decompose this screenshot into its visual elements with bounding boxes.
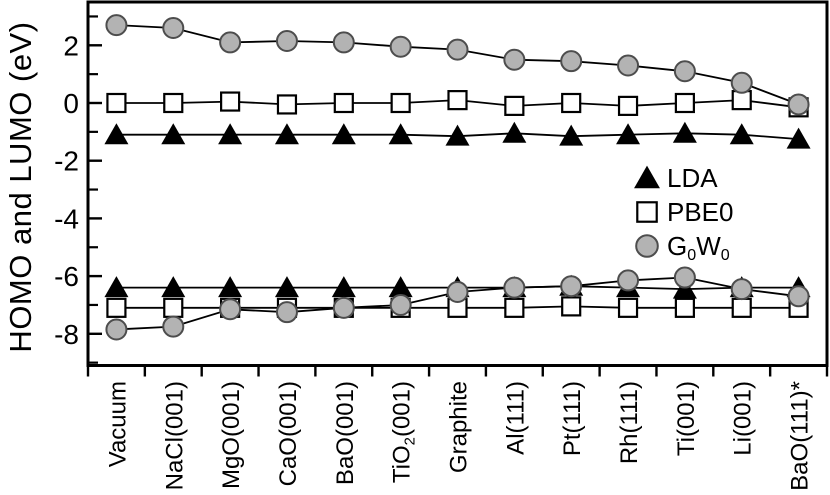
circle-marker	[560, 50, 583, 73]
square-marker	[106, 297, 127, 318]
circle-marker	[219, 31, 242, 54]
triangle-marker	[559, 124, 584, 146]
x-category-label: MgO(001)	[218, 381, 245, 489]
triangle-marker	[786, 127, 811, 149]
triangle-marker	[161, 276, 186, 298]
triangle-marker	[274, 276, 299, 298]
circle-marker	[275, 301, 298, 324]
y-tick-label: 0	[63, 88, 79, 119]
circle-marker	[787, 93, 810, 116]
triangle-marker	[218, 276, 243, 298]
x-category-label: Ti(001)	[673, 381, 700, 456]
x-category-label: Rh(111)	[616, 381, 643, 464]
x-category-label: Vacuum	[104, 381, 131, 467]
legend-label: LDA	[667, 163, 718, 193]
square-marker	[390, 92, 411, 114]
square-marker	[674, 297, 695, 318]
y-tick-label: -8	[54, 319, 79, 350]
y-tick-label: -4	[54, 203, 79, 234]
x-category-label: NaCl(001)	[161, 381, 188, 490]
triangle-marker	[672, 121, 697, 143]
triangle-marker	[331, 276, 356, 298]
circle-marker	[617, 54, 640, 77]
x-category-label: Al(111)	[502, 381, 529, 455]
circle-marker	[503, 276, 526, 299]
legend-label: PBE0	[667, 197, 734, 227]
circle-marker	[787, 285, 810, 308]
y-tick-label: 2	[63, 30, 79, 61]
triangle-marker	[616, 123, 641, 145]
triangle-marker	[161, 123, 186, 145]
y-axis: 2 0 -2 -4 -6 -8	[54, 15, 102, 364]
circle-marker	[673, 266, 696, 289]
square-marker	[561, 92, 582, 114]
circle-marker	[105, 14, 128, 37]
plot-frame-rect	[86, 0, 829, 367]
x-category-label: Li(001)	[730, 381, 757, 456]
circle-marker	[332, 296, 355, 319]
x-category-label: BaO(111)*	[787, 381, 814, 491]
x-category-label: BaO(001)	[332, 381, 359, 485]
circle-marker	[730, 71, 753, 94]
circle-marker	[503, 48, 526, 71]
circle-marker	[446, 280, 469, 303]
x-axis: Vacuum NaCl(001) MgO(001) CaO(001) BaO(001) T…	[86, 365, 829, 491]
triangle-marker	[274, 123, 299, 145]
y-axis-title: HOMO and LUMO (eV)	[3, 21, 38, 352]
square-marker	[447, 90, 468, 111]
y-tick-label: -2	[54, 146, 79, 177]
square-marker	[333, 92, 354, 114]
triangle-marker	[104, 123, 129, 145]
square-marker	[163, 297, 184, 318]
legend-label: G0W0	[667, 231, 730, 264]
circle-marker	[332, 31, 355, 54]
triangle-marker	[218, 123, 243, 145]
triangle-marker	[331, 123, 356, 145]
square-marker	[220, 91, 241, 112]
square-marker	[617, 95, 639, 116]
square-marker	[617, 297, 639, 318]
circle-marker	[446, 38, 469, 61]
square-marker	[674, 92, 695, 114]
triangle-marker	[634, 165, 660, 189]
circle-marker	[617, 269, 640, 292]
square-marker	[731, 90, 752, 111]
square-marker	[731, 297, 752, 318]
square-marker	[504, 297, 525, 318]
circle-marker	[635, 234, 659, 258]
triangle-marker	[104, 276, 129, 298]
square-marker	[163, 92, 184, 114]
y-tick-label: -6	[54, 261, 79, 292]
x-category-label: Graphite	[446, 381, 473, 473]
circle-marker	[673, 60, 696, 83]
circle-marker	[219, 298, 242, 321]
x-category-label: TiO2(001)	[389, 381, 419, 483]
square-marker	[276, 94, 298, 115]
square-marker	[504, 95, 525, 116]
circle-marker	[389, 35, 412, 58]
triangle-marker	[502, 121, 527, 143]
circle-marker	[162, 16, 185, 39]
square-marker	[636, 201, 658, 223]
square-marker	[561, 296, 582, 317]
plot-frame	[86, 0, 829, 367]
circle-marker	[389, 293, 412, 316]
series-markers	[104, 14, 811, 341]
legend: LDA PBE0 G0W0	[634, 163, 734, 264]
square-marker	[106, 92, 127, 114]
x-category-label: Pt(111)	[559, 381, 586, 456]
triangle-marker	[388, 123, 413, 145]
triangle-marker	[388, 276, 413, 298]
x-category-label: CaO(001)	[275, 381, 302, 486]
triangle-marker	[445, 124, 470, 146]
circle-marker	[560, 275, 583, 298]
circle-marker	[275, 29, 298, 52]
circle-marker	[730, 278, 753, 301]
circle-marker	[162, 315, 185, 338]
triangle-marker	[729, 123, 754, 145]
circle-marker	[105, 318, 128, 341]
